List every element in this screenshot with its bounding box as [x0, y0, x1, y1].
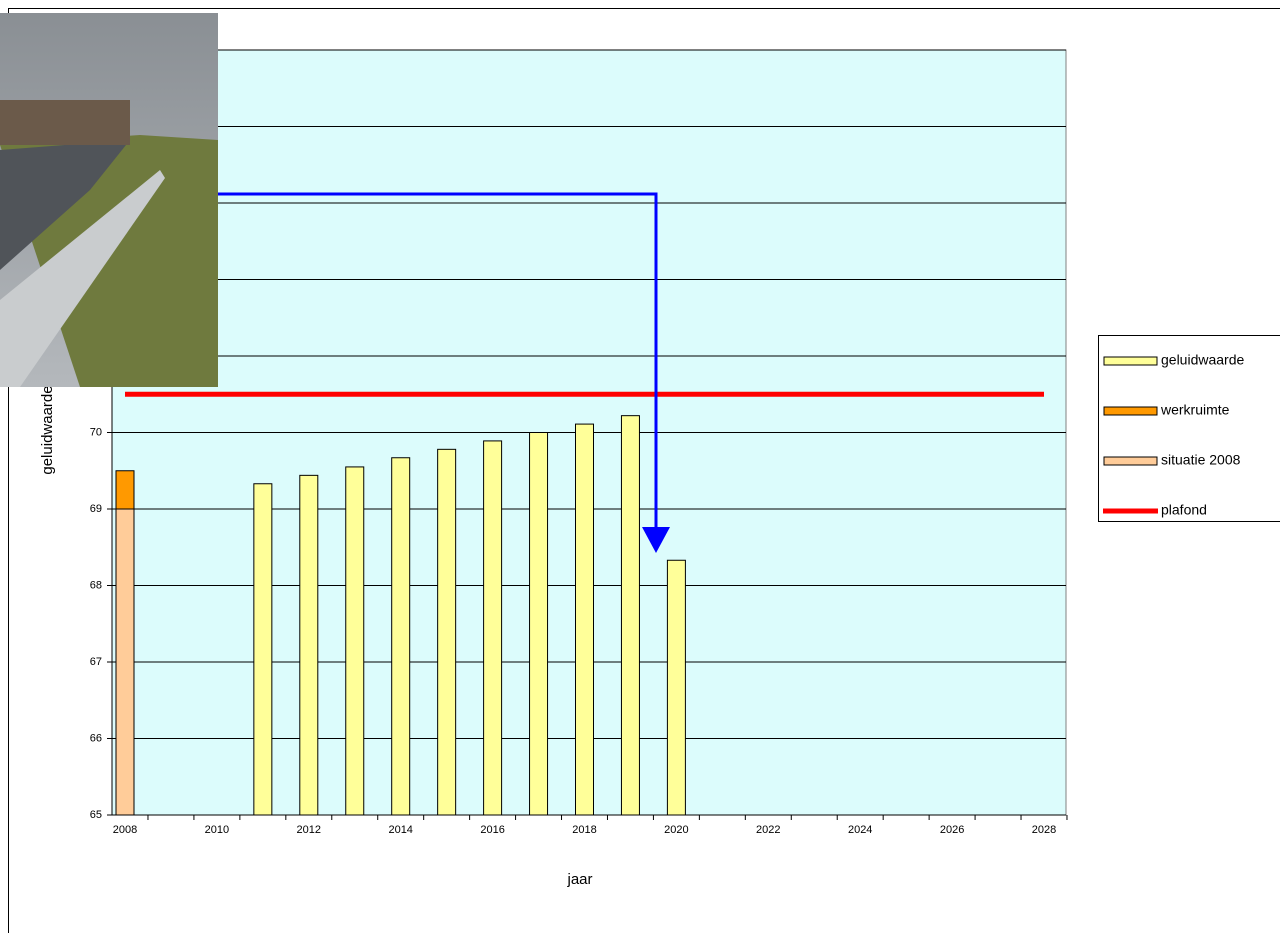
- legend-label: geluidwaarde: [1161, 352, 1244, 368]
- y-tick-label: 69: [90, 503, 102, 515]
- legend: geluidwaarde werkruimte situatie 2008 plafo…: [1099, 336, 1280, 522]
- x-axis-label: jaar: [566, 871, 592, 888]
- legend-swatch: [1104, 457, 1157, 465]
- x-tick-label: 2008: [113, 824, 137, 836]
- bar: [346, 467, 364, 815]
- bar: [392, 458, 410, 815]
- bar: [530, 433, 548, 816]
- legend-label: werkruimte: [1160, 402, 1230, 418]
- y-tick-label: 65: [90, 809, 102, 821]
- x-tick-label: 2024: [848, 824, 872, 836]
- legend-swatch: [1104, 357, 1157, 365]
- x-tick-label: 2016: [480, 824, 504, 836]
- x-tick-label: 2022: [756, 824, 780, 836]
- x-tick-label: 2028: [1032, 824, 1056, 836]
- bar: [576, 424, 594, 815]
- legend-label: plafond: [1161, 502, 1207, 518]
- bar: [116, 471, 134, 509]
- legend-swatch: [1104, 407, 1157, 415]
- x-tick-label: 2012: [297, 824, 321, 836]
- photo-machines: [0, 100, 130, 145]
- bar: [116, 509, 134, 815]
- y-axis-label: geluidwaarde: [39, 385, 56, 474]
- bar: [667, 560, 685, 815]
- bar: [300, 475, 318, 815]
- x-tick-label: 2018: [572, 824, 596, 836]
- x-tick-label: 2010: [205, 824, 229, 836]
- photo: [0, 13, 218, 387]
- bar: [438, 449, 456, 815]
- x-tick-label: 2026: [940, 824, 964, 836]
- x-tick-label: 2014: [388, 824, 412, 836]
- bar: [254, 484, 272, 815]
- bar: [484, 441, 502, 815]
- y-tick-label: 67: [90, 656, 102, 668]
- bar: [621, 416, 639, 815]
- y-tick-label: 70: [90, 426, 102, 438]
- y-tick-label: 68: [90, 579, 102, 591]
- y-tick-label: 66: [90, 732, 102, 744]
- x-tick-label: 2020: [664, 824, 688, 836]
- legend-label: situatie 2008: [1161, 452, 1241, 468]
